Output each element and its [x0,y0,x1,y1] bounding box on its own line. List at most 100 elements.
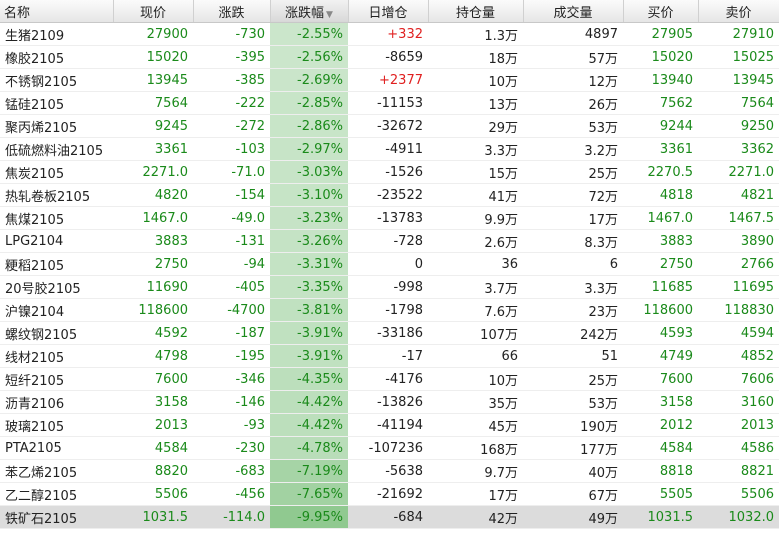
quote-row[interactable]: 短纤2105 7600 -346 -4.35% -4176 10万 25万 7600 7606 [0,367,779,391]
quote-cell: 26万 [523,91,623,115]
quote-cell: 4818 [623,183,698,207]
column-header[interactable]: 日增仓 [348,0,429,23]
column-header[interactable]: 名称 [0,0,114,23]
quote-cell: -222 [193,91,270,115]
instrument-name: 螺纹钢2105 [0,321,113,345]
quote-cell: -728 [348,229,428,253]
instrument-name: 沪镍2104 [0,298,113,322]
quote-cell: 2271.0 [698,160,779,184]
quote-cell: 190万 [523,413,623,437]
column-header[interactable]: 卖价 [698,0,779,23]
quote-row[interactable]: LPG2104 3883 -131 -3.26% -728 2.6万 8.3万 3883 389… [0,229,779,253]
quote-cell: 15025 [698,45,779,69]
sort-arrow: ▼ [326,9,333,20]
quote-row[interactable]: 不锈钢2105 13945 -385 -2.69% +2377 10万 12万 13940 13… [0,68,779,92]
quote-row[interactable]: 螺纹钢2105 4592 -187 -3.91% -33186 107万 242万 4593 4… [0,321,779,345]
quote-row[interactable]: 线材2105 4798 -195 -3.91% -17 66 51 4749 4852 [0,344,779,368]
column-title: 卖价 [725,5,752,21]
quote-row[interactable]: 苯乙烯2105 8820 -683 -7.19% -5638 9.7万 40万 8818 882… [0,459,779,483]
quote-row[interactable]: 聚丙烯2105 9245 -272 -2.86% -32672 29万 53万 9244 925… [0,114,779,138]
quote-cell: -4.78% [270,436,348,460]
quote-cell: -195 [193,344,270,368]
column-header[interactable]: 涨跌 [193,0,271,23]
instrument-name: 铁矿石2105 [0,505,113,529]
quote-cell: -5638 [348,459,428,483]
quote-cell: -93 [193,413,270,437]
quote-cell: 9.9万 [428,206,523,230]
quote-cell: -23522 [348,183,428,207]
quote-row[interactable]: 橡胶2105 15020 -395 -2.56% -8659 18万 57万 15020 150… [0,45,779,69]
quote-row[interactable]: 锰硅2105 7564 -222 -2.85% -11153 13万 26万 7562 7564 [0,91,779,115]
quote-row[interactable]: 低硫燃料油2105 3361 -103 -2.97% -4911 3.3万 3.2万 3361… [0,137,779,161]
quote-cell: 1031.5 [623,505,698,529]
quote-cell: -395 [193,45,270,69]
quote-cell: 40万 [523,459,623,483]
quote-cell: -3.26% [270,229,348,253]
column-title: 涨跌幅 [285,5,325,21]
quote-cell: -7.19% [270,459,348,483]
quote-cell: 11695 [698,275,779,299]
quote-cell: -94 [193,252,270,276]
quote-cell: 23万 [523,298,623,322]
column-header[interactable]: 成交量 [523,0,624,23]
quote-cell: -346 [193,367,270,391]
quote-cell: 3361 [623,137,698,161]
instrument-name: 苯乙烯2105 [0,459,113,483]
instrument-name: 生猪2109 [0,22,113,46]
quote-row[interactable]: 沪镍2104 118600 -4700 -3.81% -1798 7.6万 23万 11860… [0,298,779,322]
quote-cell: 2.6万 [428,229,523,253]
quote-cell: 118600 [113,298,193,322]
header-row: 名称 现价 涨跌 涨跌幅 ▼ 日增仓 持仓量 成交量 买价 卖价 [0,0,779,23]
quote-row[interactable]: 热轧卷板2105 4820 -154 -3.10% -23522 41万 72万 4818 48… [0,183,779,207]
column-title: 现价 [139,5,166,21]
quote-cell: -2.86% [270,114,348,138]
quote-cell: 66 [428,344,523,368]
quote-row[interactable]: 玻璃2105 2013 -93 -4.42% -41194 45万 190万 2012 2013 [0,413,779,437]
quote-cell: 3.7万 [428,275,523,299]
quote-cell: -9.95% [270,505,348,529]
quote-row[interactable]: 生猪2109 27900 -730 -2.55% +332 1.3万 4897 27905 27… [0,22,779,46]
quote-cell: 4798 [113,344,193,368]
quote-cell: -4.35% [270,367,348,391]
quote-cell: 7606 [698,367,779,391]
quote-cell: 25万 [523,367,623,391]
quote-cell: -4700 [193,298,270,322]
column-header[interactable]: 买价 [623,0,699,23]
quote-row[interactable]: 乙二醇2105 5506 -456 -7.65% -21692 17万 67万 5505 550… [0,482,779,506]
quote-cell: -114.0 [193,505,270,529]
quote-row[interactable]: 20号胶2105 11690 -405 -3.35% -998 3.7万 3.3万 11685… [0,275,779,299]
column-title: 名称 [4,5,31,21]
quote-cell: 2766 [698,252,779,276]
quote-row[interactable]: 粳稻2105 2750 -94 -3.31% 0 36 6 2750 2766 [0,252,779,276]
column-header[interactable]: 涨跌幅 ▼ [270,0,349,23]
quote-cell: 168万 [428,436,523,460]
quote-cell: 3361 [113,137,193,161]
quote-row[interactable]: 铁矿石2105 1031.5 -114.0 -9.95% -684 42万 49万 1031.… [0,505,779,529]
instrument-name: 短纤2105 [0,367,113,391]
quote-cell: 2013 [113,413,193,437]
quote-row[interactable]: 焦炭2105 2271.0 -71.0 -3.03% -1526 15万 25万 2270.5… [0,160,779,184]
quote-row[interactable]: 焦煤2105 1467.0 -49.0 -3.23% -13783 9.9万 17万 1467… [0,206,779,230]
quote-row[interactable]: 沥青2106 3158 -146 -4.42% -13826 35万 53万 3158 3160 [0,390,779,414]
column-header[interactable]: 现价 [113,0,194,23]
quote-cell: 7562 [623,91,698,115]
instrument-name: 粳稻2105 [0,252,113,276]
quote-cell: -456 [193,482,270,506]
quote-cell: -3.23% [270,206,348,230]
quote-cell: -13826 [348,390,428,414]
column-title: 持仓量 [455,5,495,21]
quote-cell: -4.42% [270,413,348,437]
quote-cell: 3.2万 [523,137,623,161]
column-title: 日增仓 [368,5,408,21]
quote-cell: 35万 [428,390,523,414]
quote-cell: 1467.0 [113,206,193,230]
quote-cell: -272 [193,114,270,138]
instrument-name: PTA2105 [0,436,113,460]
quote-row[interactable]: PTA2105 4584 -230 -4.78% -107236 168万 177万 4584… [0,436,779,460]
quote-cell: 15020 [623,45,698,69]
column-header[interactable]: 持仓量 [428,0,524,23]
quote-cell: -3.91% [270,321,348,345]
quote-cell: -49.0 [193,206,270,230]
quote-cell: 3.3万 [428,137,523,161]
quote-cell: -33186 [348,321,428,345]
